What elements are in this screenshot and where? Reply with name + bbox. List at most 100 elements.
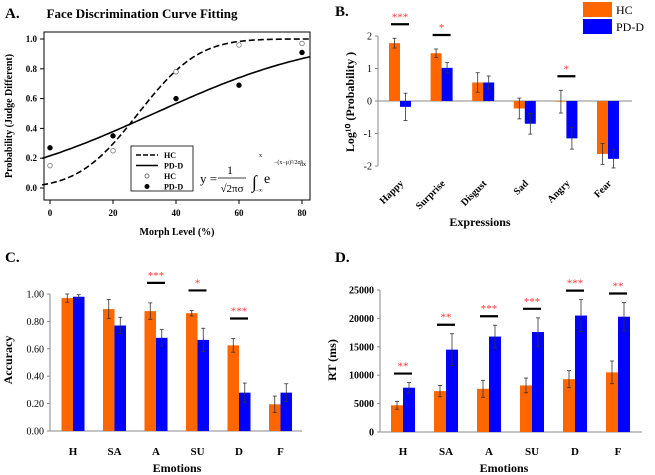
bar-hc	[477, 388, 489, 432]
category-label: SA	[107, 446, 121, 458]
category-label: D	[571, 446, 579, 458]
y-tick-label: -2	[364, 162, 372, 173]
bar-hc	[434, 391, 446, 432]
legend-label: HC	[164, 151, 176, 160]
legend-swatch	[583, 19, 612, 34]
bar-pd-d	[608, 101, 619, 159]
x-tick-label: 0	[48, 208, 53, 218]
category-label: A	[152, 446, 160, 458]
bar-pd-d	[483, 82, 495, 101]
legend-label: HC	[616, 3, 633, 17]
x-tick-label: 80	[298, 208, 308, 218]
bar-hc	[186, 313, 198, 431]
integral-sign: ∫	[251, 172, 258, 193]
x-axis-label: Emotions	[153, 461, 202, 475]
bar-pd-d	[441, 67, 453, 101]
data-point-pd-d	[299, 49, 305, 56]
y-tick-label: 1.0	[26, 34, 38, 44]
y-tick-label: 2	[367, 32, 372, 43]
significance-stars: ***	[524, 296, 541, 308]
data-point-hc	[47, 162, 53, 169]
y-axis-label: RT (ms)	[325, 339, 339, 381]
data-point-pd-d	[47, 145, 53, 151]
bar-pd-d	[489, 336, 501, 432]
bar-hc	[103, 309, 115, 431]
panel-label: C.	[5, 250, 20, 266]
category-label: Happy	[378, 178, 406, 206]
bar-hc	[391, 405, 403, 432]
bar-hc	[563, 379, 575, 432]
x-axis-label: Morph Level (%)	[140, 227, 215, 238]
bar-pd-d	[566, 101, 578, 139]
y-tick-label: 0	[367, 97, 372, 108]
y-tick-label: 0.20	[27, 399, 45, 410]
significance-stars: *	[564, 63, 570, 75]
category-label: A	[485, 446, 493, 458]
category-label: Fear	[592, 178, 614, 200]
data-point-hc	[110, 148, 116, 154]
y-tick-label: 0.4	[26, 123, 38, 133]
category-label: H	[399, 446, 408, 458]
y-tick-label: 25000	[349, 286, 374, 297]
bar-pd-d	[197, 339, 209, 431]
bar-pd-d	[156, 337, 168, 431]
legend-label: PD-D	[164, 162, 183, 171]
category-label: SU	[190, 446, 204, 458]
legend-marker	[144, 184, 150, 189]
bar-pd-d	[446, 349, 458, 432]
data-point-hc	[236, 42, 242, 48]
panel-label: D.	[335, 250, 350, 266]
y-tick-label: 15000	[349, 342, 374, 353]
y-tick-label: 0	[369, 428, 374, 439]
data-point-pd-d	[236, 82, 242, 88]
fit-curve-pd-d	[41, 56, 311, 160]
legend-box	[130, 145, 194, 192]
formula-base: e	[264, 172, 270, 187]
y-tick-label: 1.00	[27, 290, 45, 301]
legend-label: HC	[164, 172, 176, 181]
significance-stars: **	[398, 361, 409, 373]
category-label: Sad	[512, 178, 531, 197]
bar-hc	[606, 372, 618, 432]
significance-stars: ***	[481, 303, 498, 315]
x-tick-label: 20	[109, 208, 119, 218]
integral-lower: −∞	[255, 188, 263, 194]
bar-pd-d	[618, 316, 630, 432]
y-tick-label: 0.40	[27, 372, 45, 383]
x-tick-label: 40	[172, 208, 182, 218]
y-axis-label: Log¹⁰ (Probability )	[343, 52, 357, 152]
bar-hc	[597, 101, 608, 154]
data-point-pd-d	[173, 95, 179, 102]
significance-stars: ***	[567, 278, 584, 290]
bar-hc	[269, 404, 281, 431]
bar-hc	[430, 53, 442, 101]
category-label: SA	[439, 446, 453, 458]
y-tick-label: 0.0	[26, 183, 38, 193]
significance-stars: **	[613, 280, 624, 292]
y-tick-label: 0.60	[27, 344, 45, 355]
category-label: Disgust	[459, 178, 490, 209]
significance-stars: ***	[392, 11, 409, 23]
category-label: Angry	[545, 178, 572, 205]
category-label: F	[277, 446, 284, 458]
y-tick-label: 0.6	[26, 94, 38, 104]
bar-hc	[520, 385, 532, 432]
category-label: H	[69, 446, 78, 458]
significance-stars: ***	[231, 306, 248, 318]
bar-pd-d	[532, 332, 544, 432]
formula-exponent: −(x−μ)²/2σ²	[274, 159, 303, 166]
y-tick-label: 0.8	[26, 64, 38, 74]
x-axis-label: Expressions	[449, 215, 510, 229]
panel-label: B.	[335, 4, 349, 20]
y-axis-label: Accuracy	[1, 336, 15, 385]
category-label: D	[235, 446, 243, 458]
y-tick-label: 0.00	[27, 427, 45, 438]
y-tick-label: 0.2	[26, 153, 38, 163]
bar-pd-d	[280, 392, 292, 431]
category-label: Surprise	[414, 178, 448, 212]
formula-dx: dx	[300, 162, 306, 168]
bar-hc	[144, 311, 156, 431]
